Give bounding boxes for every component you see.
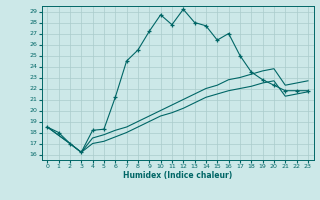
X-axis label: Humidex (Indice chaleur): Humidex (Indice chaleur)	[123, 171, 232, 180]
